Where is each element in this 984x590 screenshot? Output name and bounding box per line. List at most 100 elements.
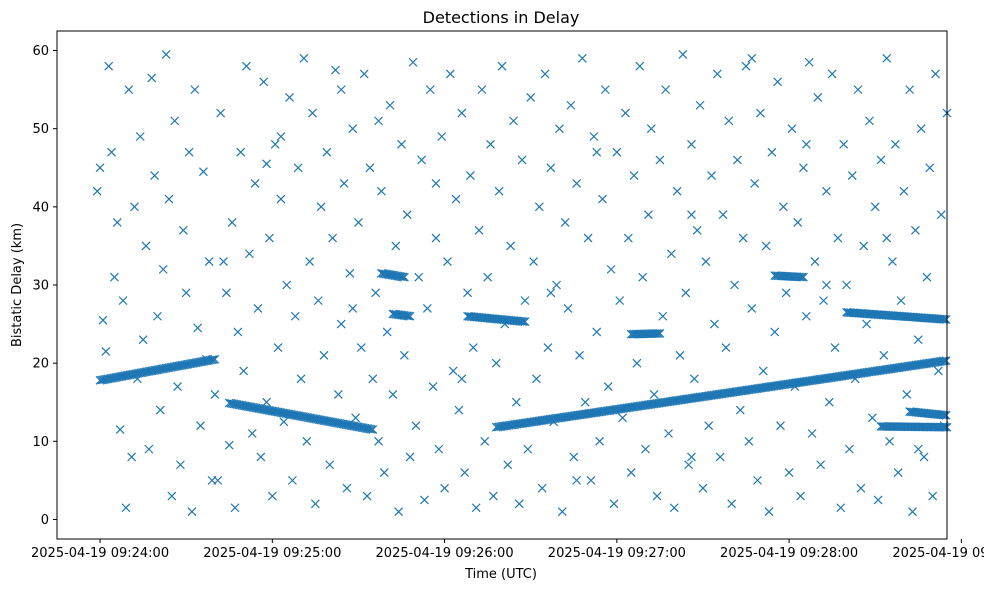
y-tick-label: 50 [32,122,49,137]
data-point-marker [302,436,312,446]
x-tick-label: 2025-04-19 09:29:00 [892,546,984,561]
data-point-marker [661,85,671,95]
data-point-marker [862,319,872,329]
data-point-marker [115,425,125,435]
data-point-marker [468,343,478,352]
data-point-marker [938,410,948,420]
data-point-marker [422,304,432,313]
data-point-marker [193,323,203,333]
data-point-marker [767,147,777,157]
data-point-marker [572,178,582,188]
data-point-marker [787,124,797,134]
data-point-marker [465,171,475,181]
data-point-marker [107,147,116,157]
data-point-marker [816,460,826,470]
data-point-marker [345,268,355,278]
y-tick-label: 60 [32,44,49,59]
x-axis: 2025-04-19 09:24:00 2025-04-19 09:25:00 20… [31,539,984,561]
x-axis-title: Time (UTC) [464,567,537,582]
data-point-marker [339,178,349,188]
data-point-marker [178,225,188,235]
data-point-marker [618,413,628,423]
data-point-marker [867,413,877,423]
data-point-marker [859,241,869,251]
data-point-marker [566,100,576,110]
data-point-marker [933,366,943,376]
data-point-marker [598,194,607,204]
data-point-marker [853,85,863,95]
y-tick-label: 20 [32,357,49,372]
data-point-marker [888,257,897,266]
data-point-marker [658,311,668,321]
data-point-marker [517,155,527,165]
data-point-marker [747,304,757,313]
data-point-marker [646,124,656,134]
data-point-marker [181,288,191,298]
data-point-marker [201,354,211,364]
data-point-marker [592,147,602,157]
data-point-marker [684,460,694,470]
data-point-marker [687,139,696,149]
data-point-marker [256,452,266,462]
data-point-marker [810,257,820,266]
data-point-marker [666,249,676,259]
data-point-marker [127,452,137,462]
data-point-marker [402,210,412,220]
data-point-marker [695,100,705,110]
data-point-marker [626,468,636,477]
data-point-marker [735,405,745,415]
data-point-marker [896,296,906,306]
data-point-marker [893,468,903,477]
data-point-marker [112,218,122,227]
scatter-points [92,50,952,517]
data-point-marker [351,413,361,423]
data-point-marker [365,424,375,434]
data-point-marker [882,233,892,243]
data-point-marker [196,421,205,431]
data-point-marker [753,475,762,485]
data-point-marker [546,163,556,173]
data-point-marker [402,311,412,321]
data-point-marker [158,264,168,274]
data-point-marker [348,304,358,313]
data-point-marker [161,50,171,59]
data-point-marker [672,186,682,196]
data-point-marker [784,468,794,477]
x-tick-label: 2025-04-19 09:24:00 [31,546,169,561]
data-point-marker [408,57,418,67]
x-tick-label: 2025-04-19 09:27:00 [548,546,686,561]
data-point-marker [219,257,228,266]
data-point-marker [905,85,915,95]
data-point-marker [259,77,269,87]
data-point-marker [931,69,940,79]
data-point-marker [781,288,791,298]
data-point-marker [560,218,570,227]
data-point-marker [198,167,208,177]
data-point-marker [655,329,665,338]
data-point-marker [414,272,424,282]
data-point-marker [398,272,408,282]
data-point-marker [649,389,659,399]
data-point-marker [368,425,378,435]
data-point-marker [675,350,685,360]
data-point-marker [552,280,561,290]
data-point-marker [796,491,806,501]
data-point-marker [486,139,495,149]
data-point-marker [313,296,323,306]
data-point-marker [319,350,329,360]
data-point-marker [239,366,249,376]
data-point-marker [687,210,696,220]
data-point-marker [606,264,616,274]
data-point-marker [135,132,145,141]
data-point-marker [844,444,854,454]
data-point-marker [141,241,151,251]
data-point-marker [396,272,406,282]
data-point-marker [379,468,389,477]
data-point-marker [368,374,378,384]
y-tick-label: 10 [32,435,49,450]
data-point-marker [331,65,340,75]
data-point-marker [523,444,533,454]
data-point-marker [629,171,639,181]
data-point-marker [575,350,584,360]
data-point-marker [483,272,493,282]
